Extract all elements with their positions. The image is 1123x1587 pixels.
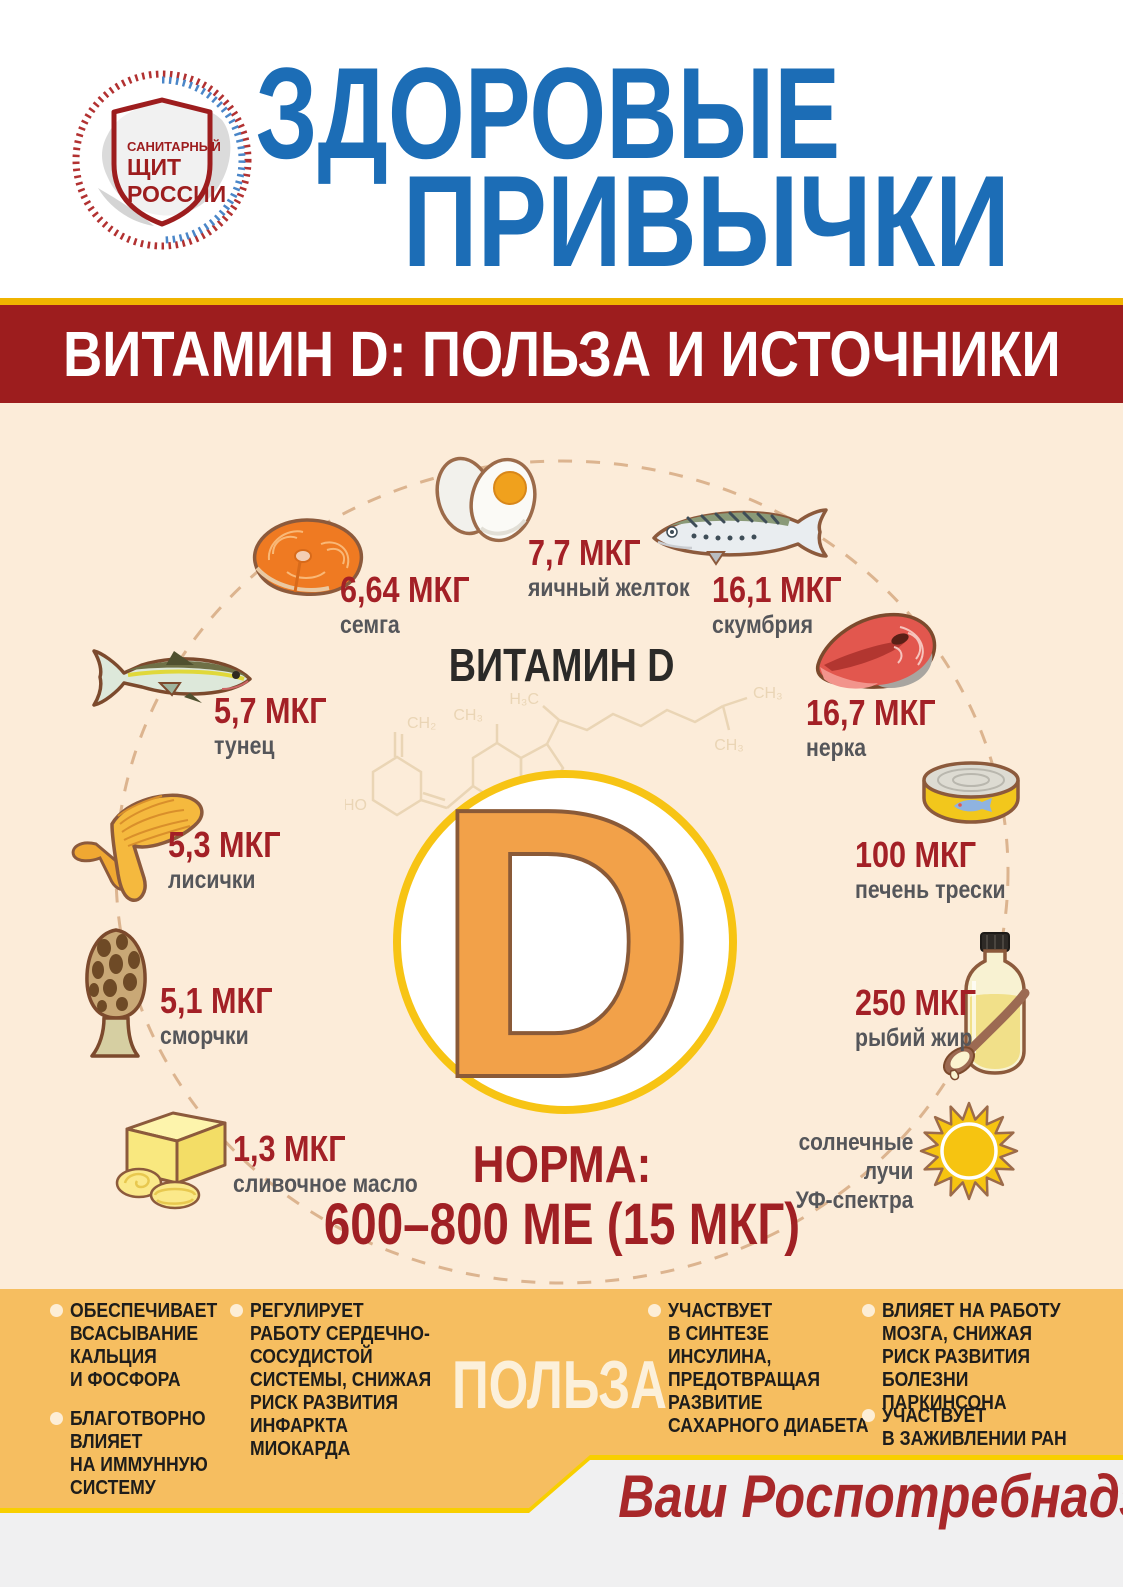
letter-d: D: [431, 726, 699, 1158]
source-value: 16,1 МКГ: [712, 569, 842, 610]
vitamin-d-heading: ВИТАМИН D: [362, 638, 762, 692]
source-value: 7,7 МКГ: [528, 532, 641, 573]
source-name: сморчки: [160, 1022, 249, 1050]
source-tuna: 5,7 МКГ тунец: [214, 693, 346, 761]
sun-icon: [919, 1101, 1019, 1201]
shield-icon: [111, 97, 213, 227]
bullet-icon: [862, 1304, 875, 1317]
source-name: нерка: [806, 734, 867, 762]
logo-text-line1: САНИТАРНЫЙ: [127, 139, 221, 154]
poster-title-line1: ЗДОРОВЫЕ: [255, 40, 840, 186]
source-value: 250 МКГ: [855, 982, 977, 1023]
source-value: 6,64 МКГ: [340, 569, 470, 610]
source-name: солнечные лучи УФ-спектра: [795, 1129, 913, 1214]
benefit-item: РЕГУЛИРУЕТ РАБОТУ СЕРДЕЧНО- СОСУДИСТОЙ С…: [250, 1300, 432, 1460]
bullet-icon: [862, 1409, 875, 1422]
source-salmon: 6,64 МКГ семга: [340, 572, 492, 640]
vitamin-d-heading-text: ВИТАМИН D: [449, 639, 675, 691]
bullet-icon: [50, 1412, 63, 1425]
chem-ho-label: HO: [345, 797, 367, 814]
rospotrebnadzor-signature: Ваш Роспотребнадзор: [618, 1463, 1123, 1530]
world-map-shape-2: [98, 188, 154, 226]
chem-bonds: [371, 696, 748, 817]
benefit-item: ОБЕСПЕЧИВАЕТ ВСАСЫВАНИЕ КАЛЬЦИЯ И ФОСФОР…: [70, 1300, 218, 1391]
source-name: сливочное масло: [233, 1170, 418, 1198]
mackerel-icon: [652, 508, 828, 566]
benefits-title: ПОЛЬЗА: [452, 1347, 668, 1423]
source-butter: 1,3 МКГ сливочное масло: [233, 1131, 450, 1199]
source-fish-oil: 250 МКГ рыбий жир: [855, 985, 997, 1053]
logo-text-line2: ЩИТ: [127, 154, 181, 180]
norm-label: НОРМА:: [472, 1136, 652, 1194]
salmon-steak-icon: [252, 518, 364, 596]
chem-ch2-label: CH₂: [407, 715, 436, 732]
benefit-item: УЧАСТВУЕТ В СИНТЕЗЕ ИНСУЛИНА, ПРЕДОТВРАЩ…: [668, 1300, 869, 1437]
vitamin-d-chemical-structure: HO CH₂ CH₃ H₃C CH₃ CH₃: [345, 685, 783, 817]
source-value: 16,7 МКГ: [806, 692, 936, 733]
fish-oil-bottle-icon: [942, 932, 1030, 1081]
bullet-icon: [648, 1304, 661, 1317]
source-cod-liver: 100 МКГ печень трески: [855, 837, 1032, 905]
logo-blue-dotted-ring: [161, 76, 246, 244]
source-mackerel: 16,1 МКГ скумбрия: [712, 572, 864, 640]
source-value: 5,1 МКГ: [160, 980, 273, 1021]
source-morels: 5,1 МКГ сморчки: [160, 983, 292, 1051]
banner-title: ВИТАМИН D: ПОЛЬЗА И ИСТОЧНИКИ: [62, 318, 1061, 390]
source-value: 5,7 МКГ: [214, 690, 327, 731]
source-name: лисички: [168, 866, 256, 894]
logo-red-dotted-ring: [72, 70, 252, 250]
source-name: семга: [340, 611, 400, 639]
chanterelles-icon: [71, 793, 204, 902]
source-sockeye: 16,7 МКГ нерка: [806, 695, 958, 763]
source-name: яичный желток: [528, 574, 690, 602]
benefit-item: УЧАСТВУЕТ В ЗАЖИВЛЕНИИ РАН: [882, 1405, 1067, 1450]
source-value: 1,3 МКГ: [233, 1128, 346, 1169]
bullet-icon: [50, 1304, 63, 1317]
norm-value: 600–800 МЕ (15 МКГ): [323, 1191, 801, 1257]
butter-icon: [115, 1111, 227, 1210]
chem-h3c-label: H₃C: [509, 691, 539, 708]
chem-ch3-ring-label: CH₃: [453, 707, 483, 724]
source-name: скумбрия: [712, 611, 814, 639]
tuna-icon: [92, 649, 252, 707]
chem-labels: HO CH₂ CH₃ H₃C CH₃ CH₃: [345, 685, 783, 814]
vitamin-d-badge: D: [393, 748, 737, 1137]
sanitary-shield-logo: САНИТАРНЫЙ ЩИТ РОССИИ: [72, 70, 252, 250]
source-value: 5,3 МКГ: [168, 824, 281, 865]
morel-icon: [85, 928, 147, 1058]
section-banner: ВИТАМИН D: ПОЛЬЗА И ИСТОЧНИКИ: [0, 305, 1123, 403]
source-value: 100 МКГ: [855, 834, 977, 875]
benefit-item: БЛАГОТВОРНО ВЛИЯЕТ НА ИММУННУЮ СИСТЕМУ: [70, 1408, 208, 1499]
source-sun: солнечные лучи УФ-спектра: [775, 1128, 913, 1215]
sockeye-steak-icon: [816, 612, 937, 689]
benefit-item: ВЛИЯЕТ НА РАБОТУ МОЗГА, СНИЖАЯ РИСК РАЗВ…: [882, 1300, 1061, 1414]
source-chanterelles: 5,3 МКГ лисички: [168, 827, 300, 895]
cod-liver-can-icon: [922, 761, 1020, 824]
gold-divider: [0, 298, 1123, 305]
logo-text-line3: РОССИИ: [127, 181, 226, 207]
source-name: тунец: [214, 732, 275, 760]
chem-ch3-low-label: CH₃: [714, 737, 744, 754]
source-name: печень трески: [855, 876, 1006, 904]
source-egg-yolk: 7,7 МКГ яичный желток: [528, 535, 718, 603]
chem-ch3-end-label: CH₃: [753, 685, 783, 702]
bullet-icon: [230, 1304, 243, 1317]
daily-norm: НОРМА: 600–800 МЕ (15 МКГ): [162, 1138, 962, 1255]
source-name: рыбий жир: [855, 1024, 973, 1052]
poster-title-line2: ПРИВЫЧКИ: [402, 148, 1010, 294]
egg-yolk-icon: [435, 456, 537, 543]
